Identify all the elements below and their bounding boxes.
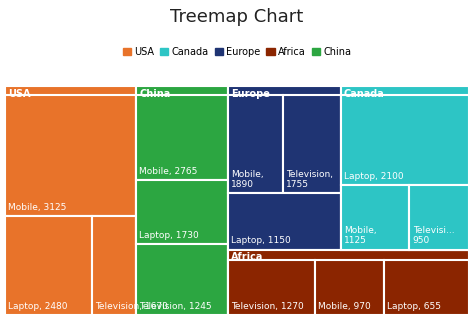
Text: Television, 1270: Television, 1270: [231, 302, 304, 311]
Text: Laptop, 2480: Laptop, 2480: [8, 302, 67, 311]
Text: Mobile,
1125: Mobile, 1125: [344, 226, 376, 245]
Text: Television, 1245: Television, 1245: [139, 302, 212, 311]
FancyBboxPatch shape: [136, 86, 228, 315]
Text: Televisi...
950: Televisi... 950: [412, 226, 454, 245]
FancyBboxPatch shape: [228, 260, 315, 315]
FancyBboxPatch shape: [136, 180, 228, 244]
Text: Laptop, 1150: Laptop, 1150: [231, 237, 291, 245]
FancyBboxPatch shape: [136, 95, 228, 180]
Text: Mobile,
1890: Mobile, 1890: [231, 170, 264, 189]
Text: Television,
1755: Television, 1755: [286, 170, 333, 189]
FancyBboxPatch shape: [228, 86, 341, 315]
FancyBboxPatch shape: [5, 216, 92, 315]
Text: Treemap Chart: Treemap Chart: [170, 8, 304, 26]
FancyBboxPatch shape: [283, 95, 341, 193]
FancyBboxPatch shape: [384, 260, 469, 315]
Legend: USA, Canada, Europe, Africa, China: USA, Canada, Europe, Africa, China: [118, 43, 356, 61]
FancyBboxPatch shape: [136, 244, 228, 315]
FancyBboxPatch shape: [341, 86, 469, 250]
FancyBboxPatch shape: [341, 185, 410, 250]
FancyBboxPatch shape: [341, 95, 469, 185]
FancyBboxPatch shape: [5, 95, 136, 216]
Text: Europe: Europe: [231, 89, 270, 99]
Text: Mobile, 970: Mobile, 970: [319, 302, 371, 311]
FancyBboxPatch shape: [228, 95, 283, 193]
Text: Canada: Canada: [344, 89, 384, 99]
FancyBboxPatch shape: [92, 216, 136, 315]
Text: China: China: [139, 89, 171, 99]
Text: Laptop, 655: Laptop, 655: [387, 302, 441, 311]
Text: Laptop, 1730: Laptop, 1730: [139, 231, 199, 240]
Text: Laptop, 2100: Laptop, 2100: [344, 172, 403, 181]
Text: Mobile, 2765: Mobile, 2765: [139, 167, 198, 176]
FancyBboxPatch shape: [228, 250, 469, 315]
Text: Television, 1670: Television, 1670: [95, 302, 168, 311]
Text: Mobile, 3125: Mobile, 3125: [8, 203, 66, 212]
FancyBboxPatch shape: [410, 185, 469, 250]
FancyBboxPatch shape: [5, 86, 136, 315]
FancyBboxPatch shape: [228, 193, 341, 250]
Text: Africa: Africa: [231, 252, 264, 262]
FancyBboxPatch shape: [315, 260, 384, 315]
Text: USA: USA: [8, 89, 30, 99]
